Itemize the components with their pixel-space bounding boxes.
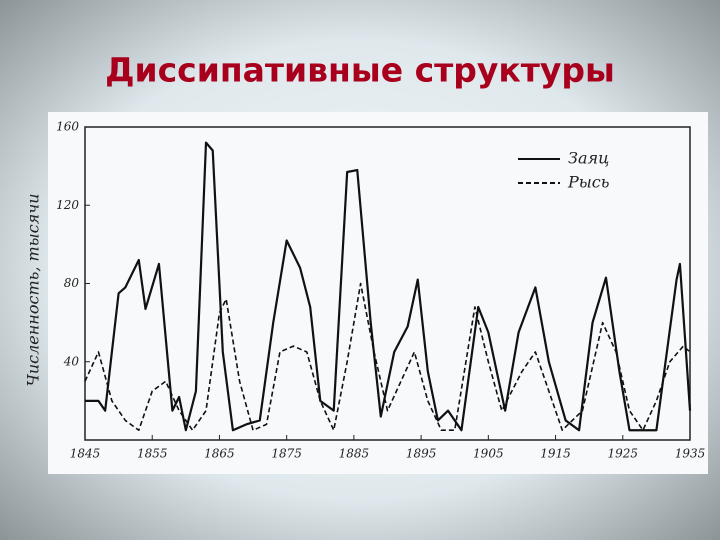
x-tick-label: 1935	[675, 447, 706, 461]
x-tick-label: 1905	[473, 447, 504, 461]
x-tick-label: 1925	[608, 447, 639, 461]
series-line	[84, 282, 691, 432]
chart-title: Диссипативные структуры	[105, 51, 615, 90]
x-tick-label: 1865	[204, 447, 235, 461]
y-tick-label: 80	[64, 276, 80, 290]
legend-label: Заяц	[568, 149, 609, 168]
series-line	[85, 141, 692, 432]
x-tick-label: 1895	[406, 447, 437, 461]
x-tick-label: 1855	[137, 447, 168, 461]
x-tick-label: 1845	[70, 447, 101, 461]
x-tick-label: 1915	[540, 447, 571, 461]
x-tick-label: 1885	[339, 447, 370, 461]
chart-image	[48, 112, 708, 474]
y-axis-label: Численность, тысячи	[24, 193, 43, 386]
x-tick-label: 1875	[271, 447, 302, 461]
y-tick-label: 120	[56, 198, 79, 212]
legend-label: Рысь	[567, 173, 609, 192]
y-tick-label: 40	[63, 354, 80, 368]
y-tick-label: 160	[56, 120, 79, 134]
